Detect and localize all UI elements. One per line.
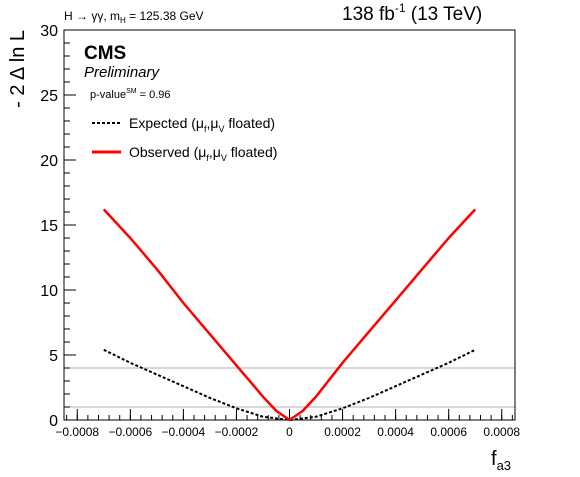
x-tick-label: −0.0008: [55, 425, 99, 439]
y-tick-label: 15: [40, 218, 58, 235]
energy-label: (13 TeV): [406, 4, 483, 25]
process-label: H → γγ, mH = 125.38 GeV: [64, 9, 204, 25]
luminosity-exponent: -1: [395, 1, 406, 15]
series-observed-line: [102, 208, 477, 422]
pvalue-superscript: SM: [126, 88, 137, 95]
x-tick-label: 0: [286, 425, 293, 439]
y-tick-label: 10: [40, 283, 58, 300]
x-axis-title: fa3: [491, 448, 511, 473]
y-tick-label: 30: [40, 23, 58, 40]
x-tick-label: −0.0004: [162, 425, 206, 439]
series-expected-line: [103, 348, 476, 421]
status-label: Preliminary: [84, 64, 161, 81]
x-tick-label: 0.0008: [483, 425, 520, 439]
reference-lines: [64, 367, 515, 408]
x-tick-label: −0.0006: [108, 425, 152, 439]
y-axis-ticks: 0 5 10 15 20 25 30: [40, 23, 76, 430]
x-axis-title-subscript: a3: [497, 458, 511, 473]
x-tick-label: 0.0002: [324, 425, 361, 439]
legend-observed-label: Observed (μf,μV floated): [129, 144, 277, 163]
pvalue-label: p-valueSM = 0.96: [90, 88, 171, 101]
legend: Expected (μf,μV floated) Observed (μf,μV…: [92, 115, 277, 163]
x-tick-label: 0.0006: [430, 425, 467, 439]
y-tick-label: 25: [40, 88, 58, 105]
y-axis-title: - 2 Δ ln L: [7, 30, 29, 108]
pvalue-value: = 0.96: [137, 89, 171, 101]
luminosity-label: 138 fb-1 (13 TeV): [342, 1, 482, 25]
x-tick-label: 0.0004: [377, 425, 414, 439]
mass-value: = 125.38 GeV: [126, 9, 204, 23]
y-tick-label: 0: [49, 413, 58, 430]
y-tick-label: 20: [40, 153, 58, 170]
process-subscript: H: [120, 16, 126, 25]
x-tick-label: −0.0002: [215, 425, 259, 439]
experiment-label: CMS: [84, 43, 126, 64]
legend-expected-label: Expected (μf,μV floated): [129, 115, 275, 134]
x-axis-ticks: −0.0008 −0.0006 −0.0004 −0.0002 0 0.0002 0.000…: [55, 409, 520, 439]
series-layer: [102, 208, 477, 422]
y-tick-label: 5: [49, 348, 58, 365]
